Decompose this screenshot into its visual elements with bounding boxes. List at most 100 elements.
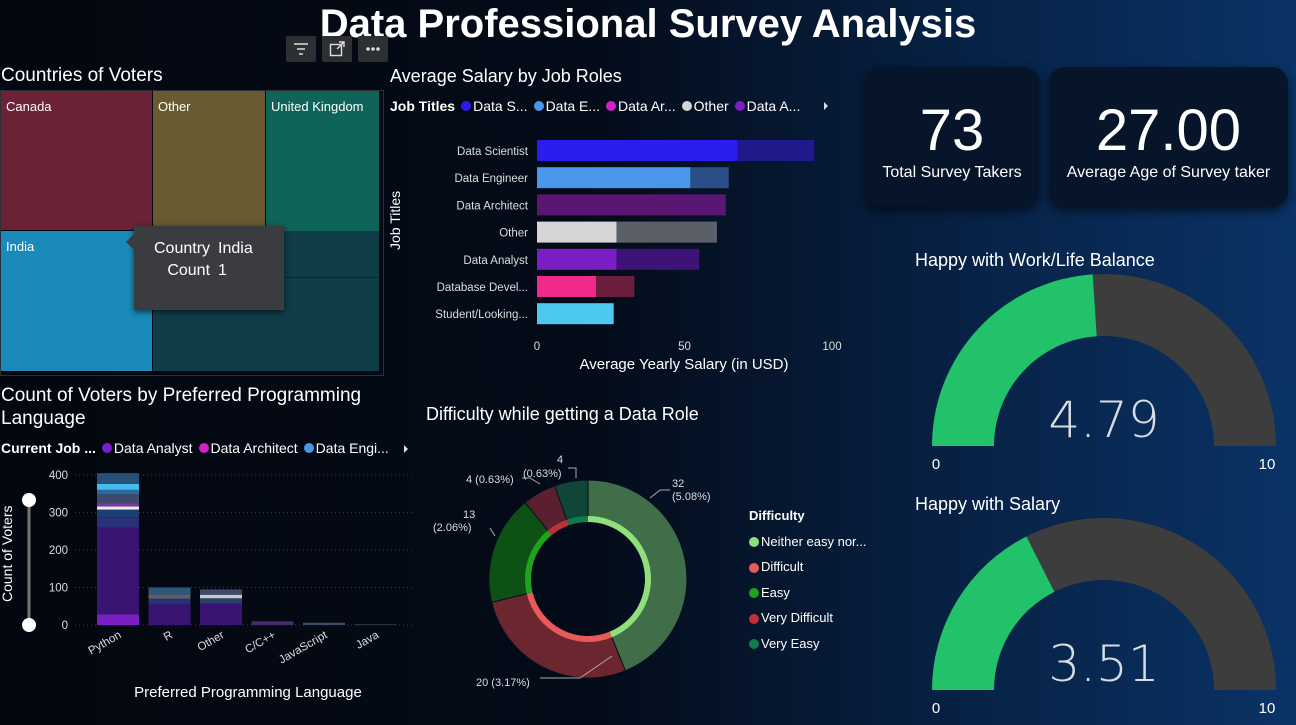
legend-item[interactable]: Data S... (461, 98, 528, 114)
donut-data-label: (0.63%) (523, 468, 562, 480)
tooltip-value: India (218, 240, 253, 257)
gauge-min: 0 (932, 700, 940, 717)
salary-legend: Job Titles Data S... Data E... Data Ar..… (390, 98, 800, 114)
legend-item[interactable]: Data Ar... (606, 98, 676, 114)
treemap-title: Countries of Voters (1, 65, 163, 86)
treemap-tile-other[interactable]: Other (153, 91, 265, 230)
legend-dot (303, 443, 314, 453)
visual-toolbar (286, 36, 388, 62)
treemap-tile-label: United Kingdom (271, 99, 364, 114)
tooltip-value: 1 (218, 262, 227, 279)
lang-bar-segment[interactable] (97, 517, 139, 528)
salary-xlabel: Average Yearly Salary (in USD) (580, 356, 789, 373)
lang-bar-segment[interactable] (148, 598, 191, 605)
legend-dot (749, 613, 759, 624)
donut-inner-ring (547, 519, 569, 535)
treemap-tile-canada[interactable]: Canada (1, 91, 152, 230)
legend-dot (749, 588, 759, 599)
salary-category-label: Data Analyst (463, 255, 528, 267)
lang-bar-segment[interactable] (97, 614, 139, 625)
lang-bar-segment[interactable] (148, 604, 191, 625)
legend-dot (749, 639, 759, 650)
salary-bar[interactable] (537, 167, 691, 189)
legend-item[interactable]: Data Analyst (101, 440, 193, 456)
legend-item[interactable]: Very Difficult (749, 605, 867, 631)
legend-item[interactable]: Data E... (533, 98, 600, 114)
legend-item[interactable]: Very Easy (749, 631, 867, 657)
more-options-icon[interactable] (358, 36, 388, 62)
gauge-fill (932, 536, 1055, 690)
legend-item[interactable]: Neither easy nor... (749, 529, 867, 555)
focus-mode-icon[interactable] (322, 36, 352, 62)
lang-y-tick: 0 (62, 620, 68, 632)
legend-title: Current Job ... (1, 440, 96, 456)
salary-bar[interactable] (537, 248, 617, 270)
lang-bar-segment[interactable] (200, 603, 242, 625)
gauge-min: 0 (932, 456, 940, 473)
lang-bar-segment[interactable] (148, 587, 191, 595)
donut-chart-title: Difficulty while getting a Data Role (426, 404, 699, 424)
lang-bar-segment[interactable] (97, 494, 139, 504)
donut-data-label: 4 (557, 454, 563, 466)
legend-item[interactable]: Data A... (734, 98, 800, 114)
lang-bar-segment[interactable] (303, 622, 345, 625)
salary-bar-segment[interactable] (616, 221, 717, 243)
lang-bar-segment[interactable] (251, 621, 294, 625)
donut-data-label: (2.06%) (433, 522, 472, 534)
tooltip-key: Country (154, 240, 211, 257)
filter-icon[interactable] (286, 36, 316, 62)
gauge-title: Happy with Salary (915, 494, 1061, 514)
lang-bar-segment[interactable] (97, 506, 139, 510)
lang-bar-segment[interactable] (200, 598, 242, 604)
leader-line (568, 467, 577, 478)
lang-bar-segment[interactable] (97, 509, 139, 518)
lang-bar-segment[interactable] (97, 473, 139, 484)
legend-item[interactable]: Difficult (749, 554, 867, 580)
salary-bar[interactable] (537, 276, 596, 297)
donut-legend: Difficulty Neither easy nor... Difficult… (749, 503, 867, 656)
salary-bar[interactable] (537, 221, 617, 243)
salary-bar-segment[interactable] (616, 248, 700, 270)
salary-bar-segment[interactable] (690, 167, 729, 189)
donut-inner-ring (566, 516, 588, 526)
donut-data-label: (5.08%) (672, 491, 711, 503)
lang-bar-segment[interactable] (97, 489, 139, 495)
salary-bar[interactable] (537, 140, 738, 161)
y-range-slider-top-handle[interactable] (22, 493, 36, 507)
treemap-tile-india[interactable]: India (1, 231, 152, 371)
legend-dot (198, 443, 209, 453)
gauge-value: 3.51 (1048, 635, 1159, 693)
donut-chart: 32 (5.08%) 20 (3.17%) 13 (2.06%) 4 (0.63… (433, 454, 711, 689)
y-range-slider-bottom-handle[interactable] (22, 618, 36, 632)
salary-bar-segment[interactable] (537, 194, 726, 216)
donut-data-label: 13 (463, 509, 475, 521)
legend-title: Job Titles (390, 98, 456, 114)
legend-next-arrow-icon[interactable] (822, 99, 830, 117)
lang-bar-segment[interactable] (97, 527, 139, 615)
lang-bar-segment[interactable] (354, 624, 397, 625)
lang-bar-segment[interactable] (97, 503, 139, 507)
gauge-fill (932, 274, 1097, 446)
lang-y-tick: 400 (49, 470, 68, 482)
kpi-value: 73 (919, 98, 985, 163)
legend-item[interactable]: Other (681, 98, 729, 114)
legend-item[interactable]: Data Engi... (303, 440, 389, 456)
legend-item[interactable]: Data Architect (198, 440, 298, 456)
legend-next-arrow-icon[interactable] (402, 442, 410, 460)
lang-bar-segment[interactable] (148, 594, 191, 599)
treemap-tile-label: Canada (6, 99, 52, 114)
lang-x-tick: R (162, 629, 175, 644)
salary-bar-segment[interactable] (737, 140, 815, 161)
salary-bar[interactable] (537, 303, 614, 325)
salary-x-tick: 0 (534, 341, 540, 353)
lang-bar-segment[interactable] (200, 594, 242, 599)
salary-bar-segment[interactable] (596, 276, 635, 297)
lang-bar-segment[interactable] (97, 483, 139, 490)
lang-legend: Current Job ... Data Analyst Data Archit… (1, 440, 389, 456)
tooltip-key: Count (167, 262, 211, 279)
salary-category-label: Student/Looking... (435, 309, 528, 321)
lang-bar-segment[interactable] (200, 589, 242, 595)
salary-ylabel: Job Titles (387, 191, 403, 250)
legend-item[interactable]: Easy (749, 580, 867, 606)
legend-dot (734, 101, 745, 111)
